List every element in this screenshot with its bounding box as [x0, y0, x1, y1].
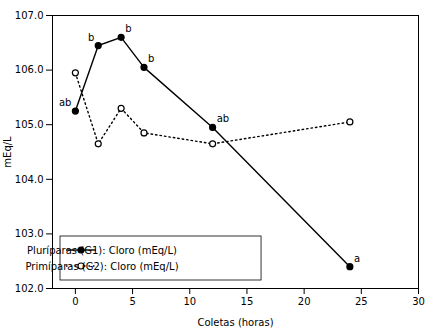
- svg-text:mEq/L: mEq/L: [2, 136, 13, 168]
- svg-text:ab: ab: [59, 97, 71, 108]
- svg-text:103.0: 103.0: [15, 228, 44, 239]
- svg-text:30: 30: [412, 296, 425, 307]
- svg-text:106.0: 106.0: [15, 64, 44, 75]
- svg-text:Coletas (horas): Coletas (horas): [197, 317, 273, 328]
- svg-text:104.0: 104.0: [15, 174, 44, 185]
- svg-text:107.0: 107.0: [15, 10, 44, 21]
- svg-text:105.0: 105.0: [15, 119, 44, 130]
- svg-text:25: 25: [355, 296, 368, 307]
- svg-text:ab: ab: [217, 113, 229, 124]
- svg-text:b: b: [125, 23, 131, 34]
- svg-text:Pluríparas (G1): Cloro (mEq/L): Pluríparas (G1): Cloro (mEq/L): [27, 245, 177, 256]
- svg-text:b: b: [148, 53, 154, 64]
- svg-text:20: 20: [298, 296, 311, 307]
- svg-text:Primíparas (G2): Cloro (mEq/L): Primíparas (G2): Cloro (mEq/L): [25, 261, 178, 272]
- svg-text:a: a: [354, 253, 360, 264]
- svg-text:102.0: 102.0: [15, 283, 44, 294]
- svg-text:0: 0: [72, 296, 78, 307]
- svg-text:5: 5: [129, 296, 135, 307]
- svg-text:15: 15: [241, 296, 254, 307]
- svg-text:10: 10: [183, 296, 196, 307]
- svg-text:b: b: [88, 32, 94, 43]
